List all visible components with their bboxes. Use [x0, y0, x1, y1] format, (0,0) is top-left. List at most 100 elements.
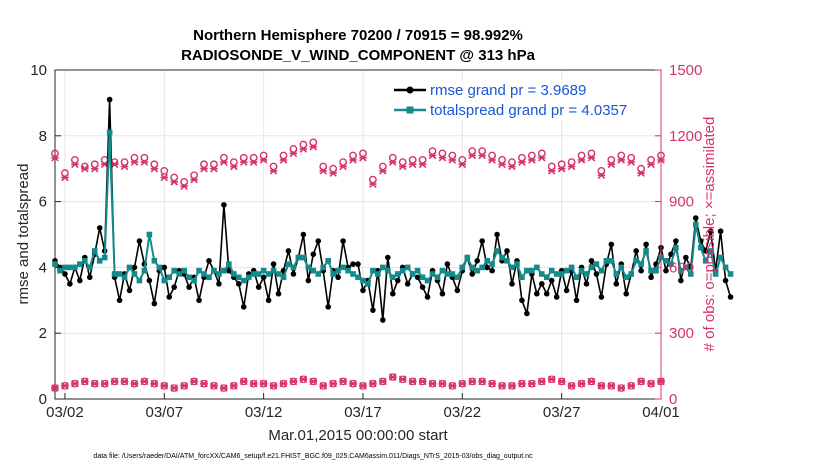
obs-assimilated-marker [428, 151, 437, 160]
totalspread-point [350, 271, 356, 277]
totalspread-point [573, 274, 580, 281]
totalspread-point [519, 274, 525, 281]
rmse-point [161, 264, 168, 271]
totalspread-point [156, 264, 163, 271]
totalspread-point [57, 267, 63, 274]
obs-assimilated-marker [130, 158, 139, 166]
totalspread-point [171, 267, 178, 274]
obs-possible-marker [617, 151, 626, 160]
obs-assimilated-marker [438, 153, 447, 162]
rmse-point [86, 274, 93, 281]
obs-possible-marker [160, 166, 169, 175]
totalspread-point [111, 271, 118, 277]
totalspread-point [484, 258, 490, 264]
rmse-point [166, 294, 173, 300]
rmse-point [240, 304, 247, 310]
totalspread-point [151, 258, 158, 264]
rmse-point [216, 281, 222, 287]
rmse-point [221, 202, 227, 208]
obs-possible-marker [269, 162, 278, 171]
totalspread-point [464, 254, 471, 261]
x-tick-labels: 03/02 03/07 03/12 03/17 03/22 03/27 04/01 [46, 404, 680, 421]
totalspread-point [96, 258, 103, 264]
totalspread-point [568, 264, 575, 271]
obs-assimilated-marker [51, 153, 59, 162]
obs-assimilated-marker [220, 158, 228, 166]
totalspread-point [558, 271, 565, 277]
obs-low-possible-marker [518, 379, 526, 388]
rmse-point [538, 281, 545, 287]
obs-assimilated-marker [140, 158, 149, 166]
totalspread-point [116, 271, 123, 277]
totalspread-point [275, 271, 282, 277]
obs-low-possible-marker [180, 382, 188, 390]
y-tick-label-left: 0 [39, 391, 47, 408]
obs-low-possible-marker [170, 384, 179, 392]
legend-label-rmse: rmse grand pr = 3.9689 [430, 82, 586, 99]
obs-assimilated-marker [279, 156, 288, 164]
totalspread-point [598, 267, 605, 274]
obs-low-possible-marker [210, 382, 218, 390]
totalspread-point [712, 271, 719, 277]
rmse-point [310, 251, 317, 258]
obs-possible-marker [567, 158, 576, 167]
rmse-point [648, 274, 654, 281]
totalspread-point [310, 267, 317, 274]
rmse-point [509, 281, 515, 287]
obs-possible-marker [637, 164, 646, 173]
obs-assimilated-marker [398, 162, 407, 171]
obs-possible-marker [537, 149, 546, 158]
totalspread-point [529, 267, 535, 274]
rmse-point [171, 284, 178, 290]
rmse-point [702, 248, 709, 254]
totalspread-point [231, 271, 237, 277]
rmse-point [196, 297, 202, 304]
obs-low-possible-marker [230, 382, 238, 390]
obs-low-possible-marker [498, 382, 506, 390]
rmse-point [360, 287, 366, 294]
totalspread-point [131, 271, 138, 277]
totalspread-point [355, 274, 361, 281]
rmse-point [608, 241, 615, 248]
totalspread-point [459, 264, 466, 271]
totalspread-point [300, 254, 307, 261]
obs-assimilated-marker [170, 178, 178, 186]
totalspread-point [380, 264, 386, 271]
totalspread-point [166, 274, 173, 281]
totalspread-point [67, 264, 73, 271]
obs-assimilated-marker [289, 149, 298, 158]
totalspread-point [534, 264, 540, 271]
rmse-point [151, 300, 158, 307]
obs-possible-marker [468, 147, 477, 156]
obs-low-possible-marker [249, 379, 258, 388]
obs-low-possible-marker [547, 375, 556, 384]
obs-assimilated-marker [647, 160, 655, 169]
totalspread-point [240, 277, 247, 284]
obs-possible-marker [200, 160, 208, 169]
rmse-point [623, 290, 630, 297]
totalspread-point [613, 271, 620, 277]
rmse-point [573, 297, 580, 304]
rmse-point [583, 281, 590, 287]
obs-possible-marker [547, 162, 556, 171]
obs-assimilated-marker [418, 160, 427, 169]
rmse-point [350, 261, 356, 267]
obs-possible-marker [577, 151, 586, 160]
totalspread-point [583, 271, 590, 277]
obs-assimilated-marker [319, 167, 327, 175]
obs-possible-marker [259, 151, 268, 160]
rmse-point [668, 251, 674, 258]
obs-possible-marker [90, 160, 99, 169]
x-tick-label: 03/27 [543, 404, 581, 421]
totalspread-point [538, 271, 545, 277]
rmse-point [722, 277, 729, 284]
rmse-point [419, 284, 426, 290]
totalspread-point [524, 267, 530, 274]
rmse-point [504, 248, 510, 254]
totalspread-point [707, 248, 714, 254]
x-tick-label: 04/01 [642, 404, 680, 421]
totalspread-point [449, 271, 456, 277]
y-tick-label-left: 2 [39, 325, 47, 342]
totalspread-point [697, 244, 704, 251]
rmse-point [136, 238, 143, 244]
